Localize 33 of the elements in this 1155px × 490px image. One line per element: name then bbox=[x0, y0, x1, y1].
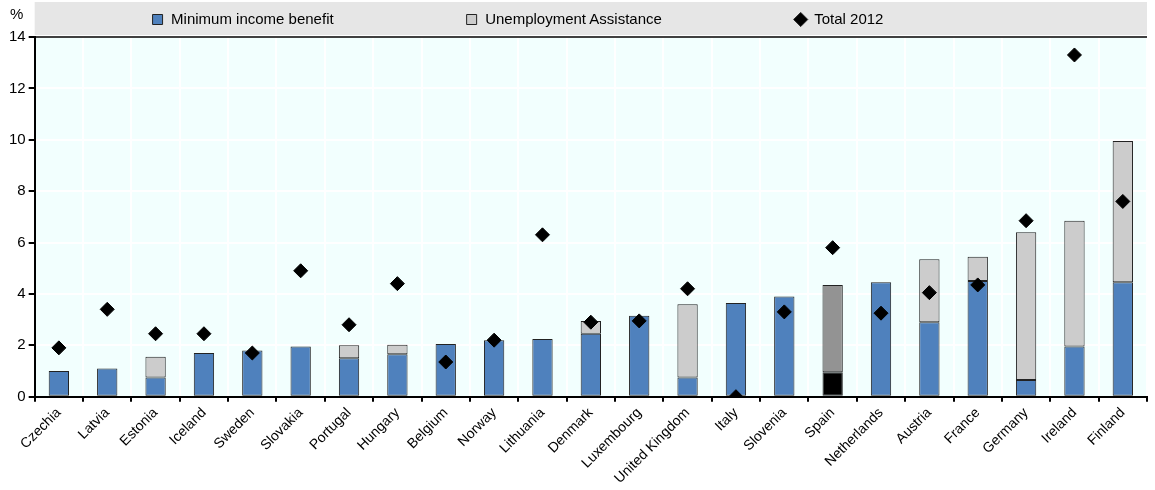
legend-label: Total 2012 bbox=[814, 9, 1004, 27]
y-tick-label: 14 bbox=[9, 27, 26, 45]
y-tick-label: 10 bbox=[9, 129, 26, 147]
point bbox=[873, 305, 889, 321]
point bbox=[148, 326, 164, 342]
y-tick-label: 0 bbox=[17, 386, 26, 404]
point bbox=[631, 313, 647, 329]
point bbox=[1115, 193, 1131, 209]
x-tick-label: Italy bbox=[711, 404, 741, 434]
point bbox=[680, 281, 696, 297]
y-axis-title: % bbox=[10, 5, 24, 23]
point bbox=[825, 240, 841, 256]
point bbox=[341, 317, 357, 333]
point bbox=[583, 314, 599, 330]
y-tick-label: 4 bbox=[17, 284, 26, 302]
point bbox=[389, 276, 405, 292]
point bbox=[1018, 213, 1034, 229]
point bbox=[970, 277, 986, 293]
point bbox=[776, 304, 792, 320]
point bbox=[293, 263, 309, 279]
y-tick-label: 12 bbox=[9, 78, 26, 96]
point bbox=[196, 326, 212, 342]
legend-label: Unemployment Assistance bbox=[485, 9, 782, 27]
point bbox=[1066, 47, 1082, 63]
y-tick-label: 2 bbox=[17, 335, 26, 353]
y-tick-label: 8 bbox=[17, 181, 26, 199]
legend-label: Minimum income benefit bbox=[171, 9, 454, 27]
y-tick-label: 6 bbox=[17, 232, 26, 250]
point bbox=[486, 332, 502, 348]
point bbox=[51, 340, 67, 356]
point bbox=[244, 345, 260, 361]
point bbox=[99, 301, 115, 317]
point bbox=[534, 227, 550, 243]
